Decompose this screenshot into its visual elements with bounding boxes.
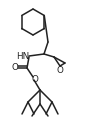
Text: O: O <box>32 74 38 83</box>
Text: O: O <box>57 66 63 74</box>
Text: O: O <box>12 62 18 72</box>
Text: HN: HN <box>16 52 30 60</box>
